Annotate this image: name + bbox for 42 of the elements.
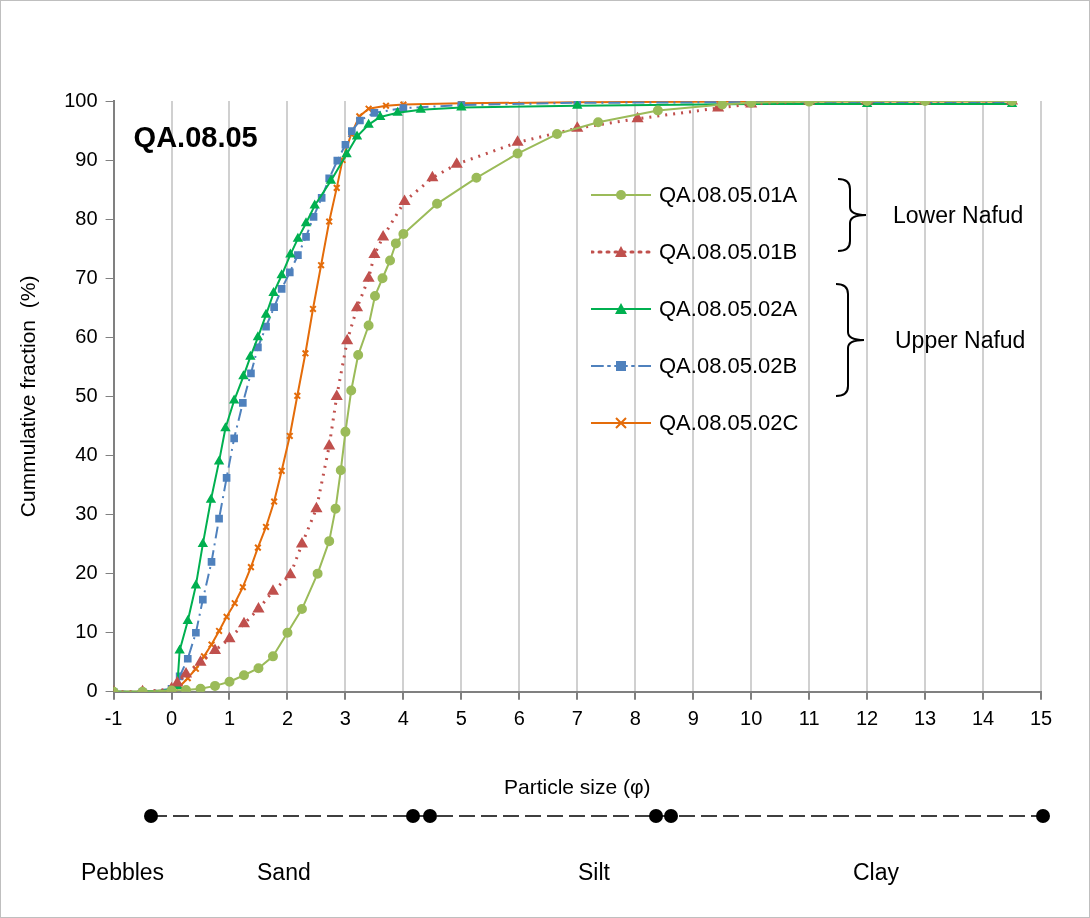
y-tick-label: 20 bbox=[75, 561, 98, 584]
annotation: Lower Nafud bbox=[893, 202, 1024, 229]
x-tick-label: 15 bbox=[1029, 707, 1053, 730]
x-tick-label: -1 bbox=[104, 707, 123, 730]
y-tick-label: 40 bbox=[75, 443, 98, 465]
x-tick-label: 4 bbox=[397, 707, 409, 730]
y-tick-label: 0 bbox=[86, 679, 98, 702]
x-tick-label: 1 bbox=[223, 707, 236, 730]
x-tick-label: 3 bbox=[339, 707, 351, 730]
x-tick-label: 5 bbox=[455, 707, 467, 730]
x-tick-label: 12 bbox=[855, 707, 879, 730]
text: Clay bbox=[853, 859, 900, 886]
legend-label: QA.08.05.01A bbox=[659, 181, 798, 208]
text: Sand bbox=[257, 859, 311, 886]
legend-label: QA.08.05.01B bbox=[659, 238, 798, 265]
y-tick-label: 90 bbox=[75, 147, 98, 170]
y-tick-label: 30 bbox=[75, 502, 98, 525]
x-tick-label: 10 bbox=[740, 707, 763, 730]
y-axis-title: Cummulative fraction (%) bbox=[16, 275, 40, 518]
y-tick-label: 50 bbox=[75, 383, 98, 406]
y-tick-label: 100 bbox=[64, 88, 98, 111]
legend-label: QA.08.05.02A bbox=[659, 295, 798, 322]
legend-label: QA.08.05.02C bbox=[659, 410, 799, 437]
y-tick-label: 10 bbox=[75, 620, 98, 643]
x-tick-label: 0 bbox=[165, 707, 178, 730]
x-tick-label: 13 bbox=[913, 707, 937, 730]
y-tick-label: 60 bbox=[75, 324, 98, 347]
text: Silt bbox=[578, 859, 610, 886]
legend-label: QA.08.05.02B bbox=[659, 353, 798, 380]
text: QA.08.05 bbox=[133, 121, 258, 153]
x-axis-title: Particle size (φ) bbox=[503, 775, 651, 799]
y-tick-label: 80 bbox=[75, 206, 98, 229]
annotation: Upper Nafud bbox=[895, 327, 1026, 354]
text: Pebbles bbox=[81, 859, 165, 886]
x-tick-label: 6 bbox=[513, 707, 525, 730]
x-tick-label: 2 bbox=[281, 707, 294, 730]
x-tick-label: 14 bbox=[971, 707, 995, 730]
x-tick-label: 8 bbox=[629, 707, 641, 730]
x-tick-label: 11 bbox=[798, 707, 820, 730]
y-tick-label: 70 bbox=[75, 265, 98, 288]
x-tick-label: 7 bbox=[571, 707, 583, 730]
x-tick-label: 9 bbox=[687, 707, 699, 730]
